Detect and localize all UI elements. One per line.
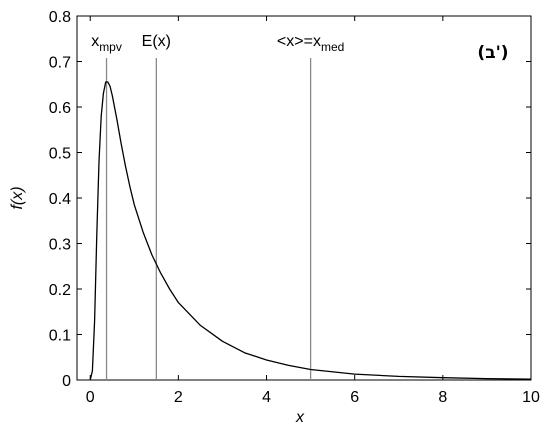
x-tick-label: 2 xyxy=(174,389,183,406)
y-tick-label: 0.3 xyxy=(49,237,71,254)
x-tick-label: 0 xyxy=(86,389,95,406)
panel-label: (ב') xyxy=(477,43,508,63)
x-tick-label: 4 xyxy=(262,389,271,406)
y-tick-label: 0.1 xyxy=(49,328,71,345)
y-tick-label: 0 xyxy=(62,373,71,390)
y-tick-label: 0.6 xyxy=(49,100,71,117)
x-tick-label: 8 xyxy=(438,389,447,406)
marker-lines: xmpv E(x) <x>=xmed xyxy=(91,33,344,380)
y-tick-label: 0.8 xyxy=(49,9,71,26)
plot-area xyxy=(76,15,532,381)
curve-layer xyxy=(89,81,532,381)
y-tick-label: 0.5 xyxy=(49,146,71,163)
marker-label: <x>=xmed xyxy=(277,33,344,54)
x-tick-label: 10 xyxy=(522,389,540,406)
pdf-curve xyxy=(89,81,532,381)
y-tick-label: 0.4 xyxy=(49,191,71,208)
y-tick-label: 0.2 xyxy=(49,282,71,299)
marker-label: xmpv xyxy=(91,33,122,54)
marker-label: E(x) xyxy=(142,33,171,50)
y-axis-title: f(x) xyxy=(9,186,26,209)
y-tick-label: 0.7 xyxy=(49,55,71,72)
x-axis-title: x xyxy=(295,409,305,426)
axis-ticks: 0 2 4 6 8 10 0 0.1 0.2 0.3 0.4 0.5 0.6 0.7 0.8 xyxy=(49,9,540,406)
x-tick-label: 6 xyxy=(350,389,359,406)
